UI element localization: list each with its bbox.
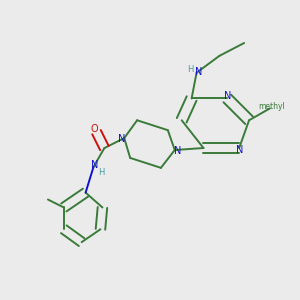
Text: N: N [174,146,182,156]
Text: methyl: methyl [258,101,285,110]
Text: N: N [224,91,232,101]
Text: N: N [195,67,202,77]
Text: H: H [98,168,104,177]
Text: O: O [90,124,98,134]
Text: N: N [118,134,125,144]
Text: N: N [91,160,99,170]
Text: N: N [236,146,243,155]
Text: H: H [187,65,193,74]
